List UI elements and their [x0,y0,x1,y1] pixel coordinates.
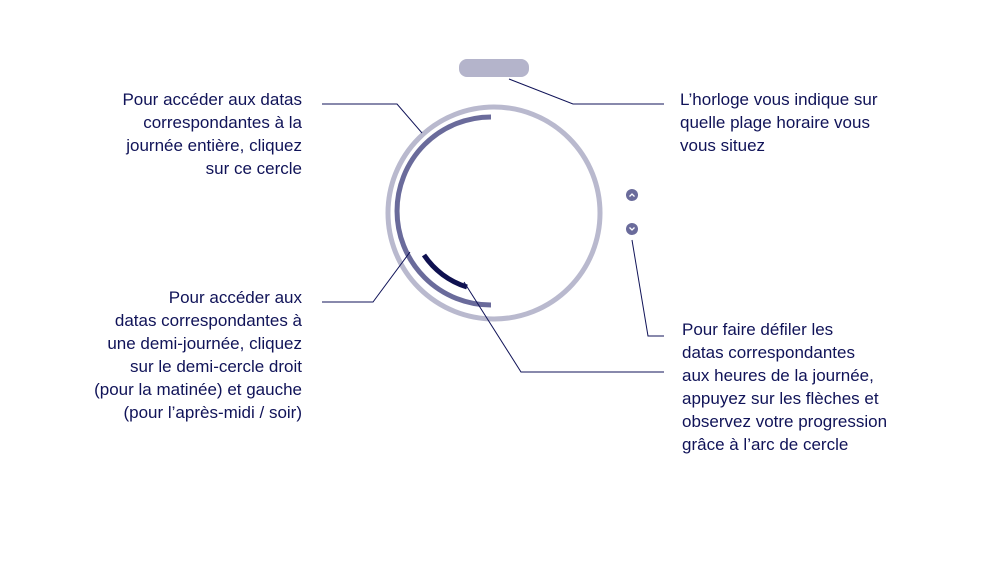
annotation-arrows: Pour faire défiler les datas corresponda… [682,320,888,454]
scroll-up-button[interactable] [626,189,638,201]
scroll-down-button[interactable] [626,223,638,235]
leader-line-arrows [631,239,664,337]
progress-arc [421,253,468,290]
leader-line-clock [508,78,664,105]
leader-line-half-day [322,251,411,303]
full-day-ring[interactable] [385,104,603,322]
chevron-down-icon [629,227,635,231]
leader-line-progress [463,281,664,373]
clock-pill[interactable] [459,59,529,77]
chevron-up-icon [629,193,635,197]
leader-line-full-day [322,103,423,134]
annotation-full-day: Pour accéder aux datas correspondantes à… [122,90,302,178]
half-day-arc[interactable] [394,114,492,308]
annotation-half-day: Pour accéder aux datas correspondantes à… [94,288,302,422]
annotation-clock: L’horloge vous indique sur quelle plage … [680,90,878,155]
